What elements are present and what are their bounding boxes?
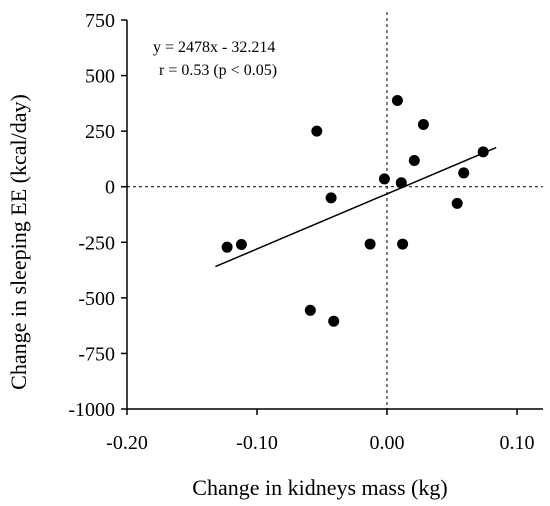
data-point	[235, 239, 247, 251]
y-tick-label: -750	[78, 343, 115, 365]
tick-labels: -1000 -750 -500 -250 0 250 500 750 -0.20 -0.10 0.0…	[68, 10, 534, 454]
data-points	[221, 94, 489, 327]
data-point	[458, 167, 470, 179]
data-point	[408, 154, 420, 166]
trend-line-group	[215, 146, 497, 268]
x-tick-label: 0.10	[500, 432, 535, 454]
data-point	[325, 192, 337, 204]
y-axis-title: Change in sleeping EE (kcal/day)	[6, 94, 31, 390]
data-point	[417, 118, 429, 130]
data-point	[397, 238, 409, 250]
data-point	[328, 315, 340, 327]
data-point	[221, 241, 233, 253]
data-point	[311, 125, 323, 137]
x-axis-title: Change in kidneys mass (kg)	[192, 475, 447, 500]
x-tick-label: -0.10	[236, 432, 278, 454]
annotation-correlation: r = 0.53 (p < 0.05)	[159, 62, 277, 79]
data-point	[364, 238, 376, 250]
data-point	[304, 304, 316, 316]
regression-line	[215, 146, 497, 268]
y-tick-label: -250	[78, 232, 115, 254]
x-tick-label: -0.20	[106, 432, 148, 454]
annotation-equation: y = 2478x - 32.214	[153, 39, 275, 56]
y-tick-label: 250	[85, 121, 115, 143]
data-point	[477, 146, 489, 158]
y-tick-label: -1000	[68, 399, 115, 421]
data-point	[451, 197, 463, 209]
y-tick-label: 500	[85, 66, 115, 88]
reference-lines	[127, 12, 543, 409]
y-tick-label: 750	[85, 10, 115, 32]
y-tick-label: -500	[78, 288, 115, 310]
data-point	[378, 173, 390, 185]
y-tick-label: 0	[105, 177, 115, 199]
x-tick-label: 0.00	[370, 432, 405, 454]
data-point	[395, 177, 407, 189]
axes	[121, 19, 543, 415]
data-point	[391, 94, 403, 106]
